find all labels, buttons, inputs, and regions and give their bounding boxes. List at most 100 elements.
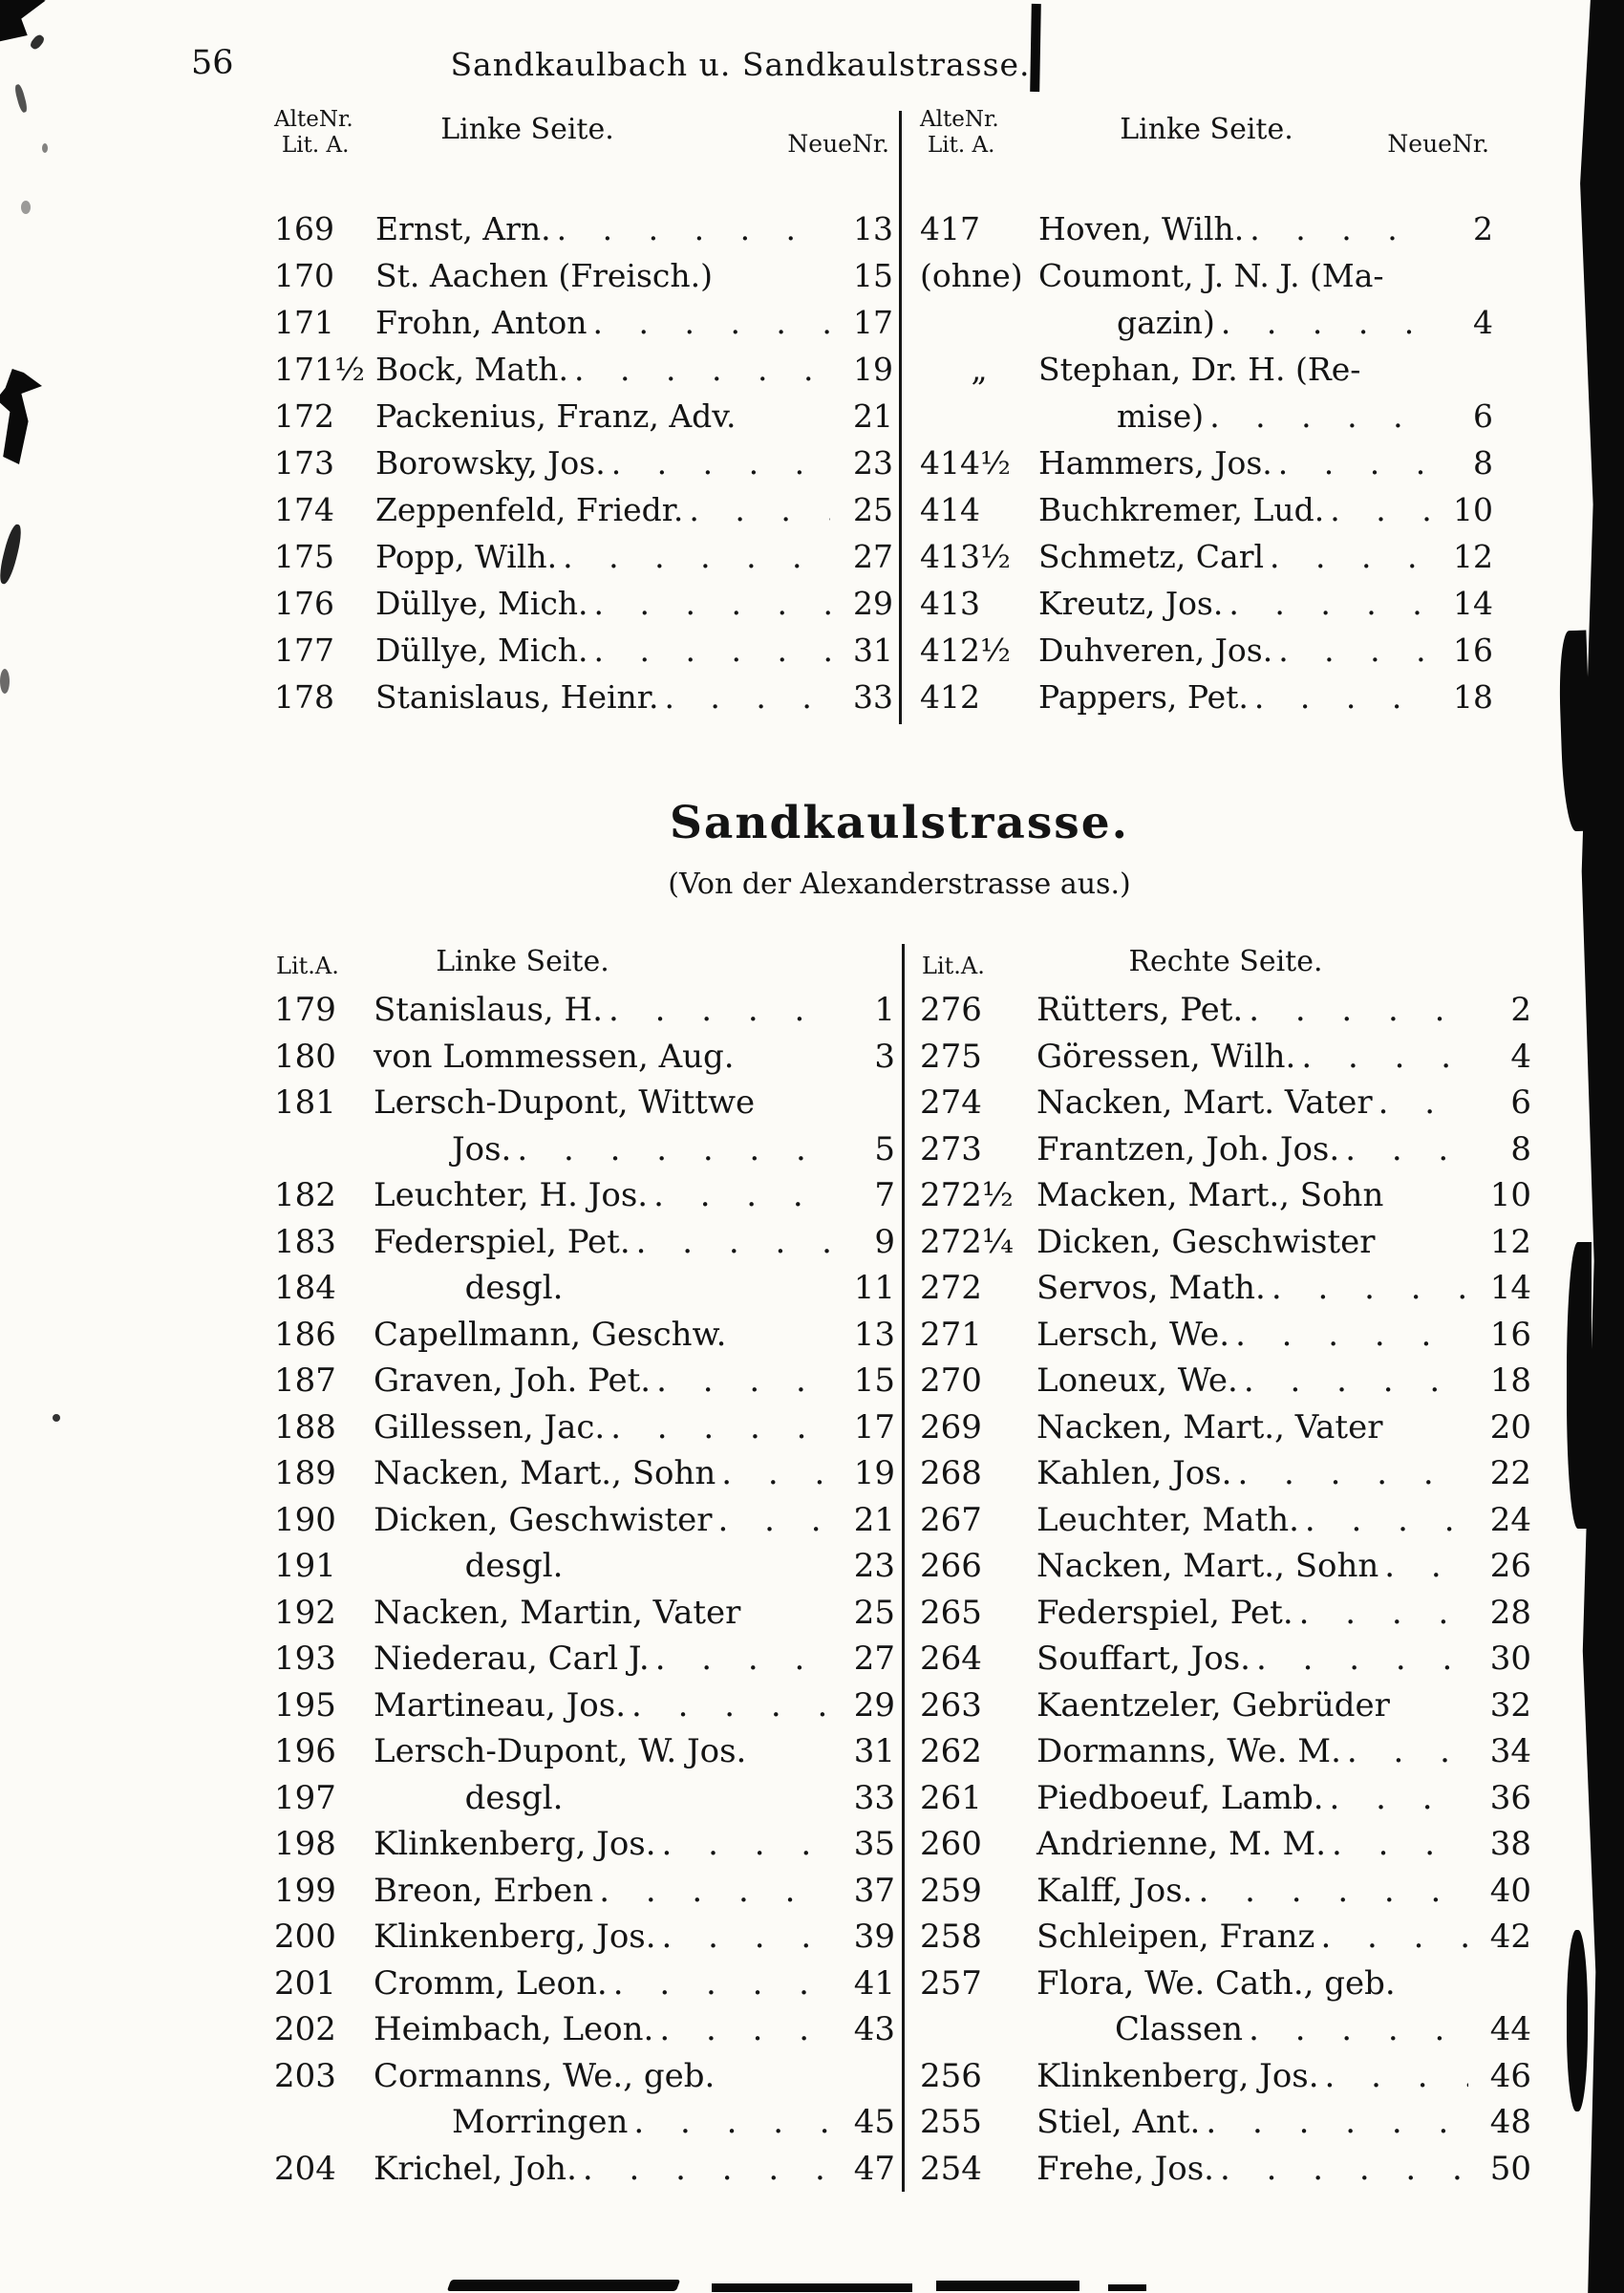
new-house-number: 12 xyxy=(1489,1222,1531,1261)
resident-name: Frantzen, Joh. Jos. xyxy=(1036,1129,1340,1168)
dot-leader xyxy=(568,346,830,393)
old-house-number: 260 xyxy=(920,1825,982,1863)
directory-entry: 202 Heimbach, Leon. 43 xyxy=(274,2006,895,2053)
scan-artifact xyxy=(1108,2284,1146,2291)
directory-entry: 260 Andrienne, M. M. 38 xyxy=(920,1821,1531,1868)
old-number-header: AlteNr. xyxy=(920,107,999,132)
new-house-number: 3 xyxy=(874,1037,895,1076)
new-house-number: 15 xyxy=(853,1361,895,1400)
new-house-number: 31 xyxy=(853,1732,895,1770)
old-house-number: 171¹⁄₂ xyxy=(274,351,365,388)
dot-leader xyxy=(605,1404,832,1451)
dot-leader xyxy=(1339,1126,1468,1173)
dot-leader xyxy=(1243,987,1468,1034)
directory-entry: 267 Leuchter, Math. 24 xyxy=(920,1497,1531,1544)
new-house-number: 18 xyxy=(1489,1361,1531,1400)
new-house-number: 6 xyxy=(1473,397,1493,435)
old-house-number: 189 xyxy=(274,1454,336,1492)
directory-entry: 413¹⁄₂ Schmetz, Carl 12 xyxy=(920,533,1493,580)
directory-entry: 171 Frohn, Anton 17 xyxy=(274,299,893,346)
dot-leader xyxy=(1378,1543,1468,1590)
resident-name: Nacken, Mart., Sohn xyxy=(1036,1547,1379,1585)
dot-leader xyxy=(1373,1080,1468,1126)
resident-name: Graven, Joh. Pet. xyxy=(374,1361,652,1400)
new-house-number: 5 xyxy=(874,1129,895,1168)
old-house-number: 182 xyxy=(274,1176,336,1214)
old-house-number: 184 xyxy=(274,1269,336,1307)
resident-name: Nacken, Mart., Vater xyxy=(1036,1407,1383,1447)
old-house-number: 191 xyxy=(274,1547,336,1585)
dot-leader xyxy=(608,1961,832,2007)
new-house-number: 16 xyxy=(1489,1315,1531,1354)
new-house-number: 23 xyxy=(853,1547,895,1585)
old-house-number: 266 xyxy=(920,1547,982,1585)
new-house-number: 17 xyxy=(853,1407,895,1447)
resident-name: Dormanns, We. M. xyxy=(1036,1732,1341,1770)
resident-name: Martineau, Jos. xyxy=(374,1685,627,1725)
old-house-number: 177 xyxy=(274,632,334,669)
scan-artifact xyxy=(446,2280,681,2291)
new-house-number: 23 xyxy=(853,444,893,482)
old-house-number: 272 xyxy=(920,1269,982,1307)
dot-leader xyxy=(656,1821,832,1868)
new-house-number: 47 xyxy=(853,2149,895,2188)
resident-name: Macken, Mart., Sohn xyxy=(1036,1176,1384,1214)
new-house-number: 20 xyxy=(1489,1407,1531,1447)
scan-artifact xyxy=(53,1414,60,1422)
resident-name: gazin) xyxy=(1117,304,1215,341)
old-house-number: 254 xyxy=(920,2149,982,2188)
resident-name: Flora, We. Cath., geb. xyxy=(1036,1963,1396,2003)
old-house-number: 264 xyxy=(920,1639,982,1678)
column-divider-rule xyxy=(902,944,905,2192)
resident-name: Frehe, Jos. xyxy=(1036,2149,1214,2188)
scan-artifact xyxy=(0,523,25,586)
directory-entry: gazin) 4 xyxy=(920,299,1493,346)
resident-name: Classen xyxy=(1115,2010,1244,2048)
old-house-number: 169 xyxy=(274,210,334,247)
resident-name: Leuchter, H. Jos. xyxy=(374,1176,649,1214)
resident-name: Bock, Math. xyxy=(375,351,569,388)
dot-leader xyxy=(1244,205,1430,252)
old-house-number: 174 xyxy=(274,491,334,528)
old-house-number: 412¹⁄₂ xyxy=(920,632,1011,669)
directory-entry: 188 Gillessen, Jac. 17 xyxy=(274,1404,895,1451)
dot-leader xyxy=(606,439,830,486)
new-house-number: 50 xyxy=(1489,2149,1531,2188)
old-house-number: 413 xyxy=(920,585,980,622)
directory-entry: 265 Federspiel, Pet. 28 xyxy=(920,1590,1531,1637)
old-house-number: 200 xyxy=(274,1918,336,1956)
directory-entry: 180 von Lommessen, Aug. 3 xyxy=(274,1034,895,1081)
directory-entry: 182 Leuchter, H. Jos. 7 xyxy=(274,1172,895,1219)
directory-entry: 169 Ernst, Arn. 13 xyxy=(274,205,893,252)
directory-entry: 414 Buchkremer, Lud. 10 xyxy=(920,486,1493,533)
directory-entry: 176 Düllye, Mich. 29 xyxy=(274,580,893,627)
resident-name: Heimbach, Leon. xyxy=(374,2010,654,2048)
old-house-number: 263 xyxy=(920,1685,982,1725)
new-house-number: 13 xyxy=(853,210,893,247)
resident-name: Loneux, We. xyxy=(1036,1361,1238,1400)
dot-leader xyxy=(1295,1034,1468,1081)
new-house-number: 27 xyxy=(853,1639,895,1678)
directory-entry: 261 Piedboeuf, Lamb. 36 xyxy=(920,1775,1531,1822)
resident-name: Rütters, Pet. xyxy=(1036,991,1244,1029)
old-house-number: 276 xyxy=(920,991,982,1029)
column-header: AlteNr. Lit. A. Linke Seite. NeueNr. xyxy=(274,107,893,205)
new-house-number: 19 xyxy=(853,1454,895,1492)
directory-entry: 413 Kreutz, Jos. 14 xyxy=(920,580,1493,627)
resident-name: Klinkenberg, Jos. xyxy=(374,1918,656,1956)
resident-name: Hammers, Jos. xyxy=(1038,444,1272,482)
resident-name: von Lommessen, Aug. xyxy=(374,1037,735,1076)
new-house-number: 19 xyxy=(853,351,893,388)
resident-name: Dicken, Geschwister xyxy=(1036,1222,1376,1261)
new-house-number: 7 xyxy=(874,1176,895,1214)
dot-leader xyxy=(648,1172,832,1219)
new-house-number: 25 xyxy=(853,491,893,528)
resident-name: Göressen, Wilh. xyxy=(1036,1037,1296,1076)
directory-entry: (ohne) Coumont, J. N. J. (Ma- xyxy=(920,252,1493,299)
dot-leader xyxy=(651,1358,832,1404)
new-house-number: 6 xyxy=(1510,1083,1531,1122)
old-house-number: 273 xyxy=(920,1129,982,1168)
resident-name: Andrienne, M. M. xyxy=(1036,1825,1327,1863)
street-section-title: Sandkaulstrasse. xyxy=(669,797,1130,849)
